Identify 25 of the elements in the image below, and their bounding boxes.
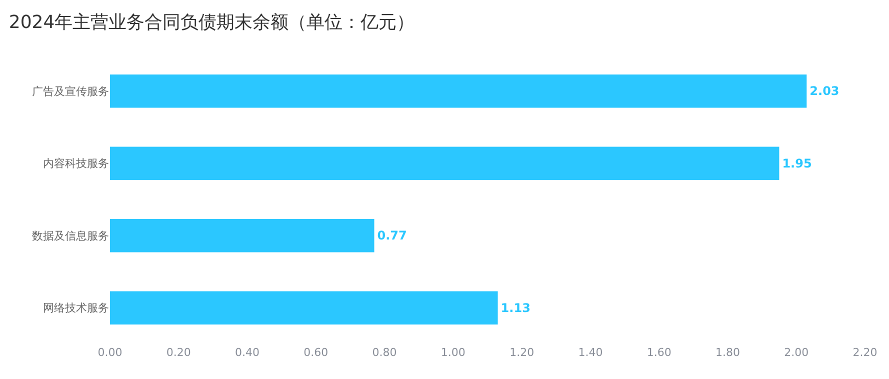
x-tick-label: 1.60 bbox=[646, 346, 672, 359]
x-tick-label: 1.40 bbox=[578, 346, 603, 359]
y-tick-label: 数据及信息服务 bbox=[32, 229, 109, 242]
chart-title: 2024年主营业务合同负债期末余额（单位：亿元） bbox=[8, 12, 415, 33]
x-tick-label: 0.20 bbox=[166, 346, 191, 359]
x-tick-label: 1.80 bbox=[715, 346, 740, 359]
x-tick-label: 0.00 bbox=[98, 346, 122, 359]
bar bbox=[110, 74, 807, 108]
data-label: 2.03 bbox=[810, 84, 840, 98]
bar bbox=[110, 219, 374, 252]
x-tick-label: 1.20 bbox=[510, 346, 534, 359]
x-tick-label: 2.00 bbox=[784, 346, 809, 359]
y-tick-label: 网络技术服务 bbox=[43, 302, 109, 315]
data-label: 1.13 bbox=[500, 300, 530, 315]
x-tick-label: 1.00 bbox=[440, 346, 466, 359]
bar bbox=[110, 291, 498, 324]
data-label: 1.95 bbox=[782, 156, 812, 170]
y-tick-label: 广告及宣传服务 bbox=[32, 84, 109, 98]
x-tick-label: 0.80 bbox=[372, 346, 397, 359]
x-tick-label: 0.60 bbox=[304, 346, 328, 359]
x-tick-label: 0.40 bbox=[235, 346, 260, 359]
data-label: 0.77 bbox=[377, 228, 407, 243]
y-tick-label: 内容科技服务 bbox=[43, 157, 109, 170]
x-tick-label: 2.20 bbox=[852, 346, 878, 359]
bar bbox=[110, 146, 780, 180]
